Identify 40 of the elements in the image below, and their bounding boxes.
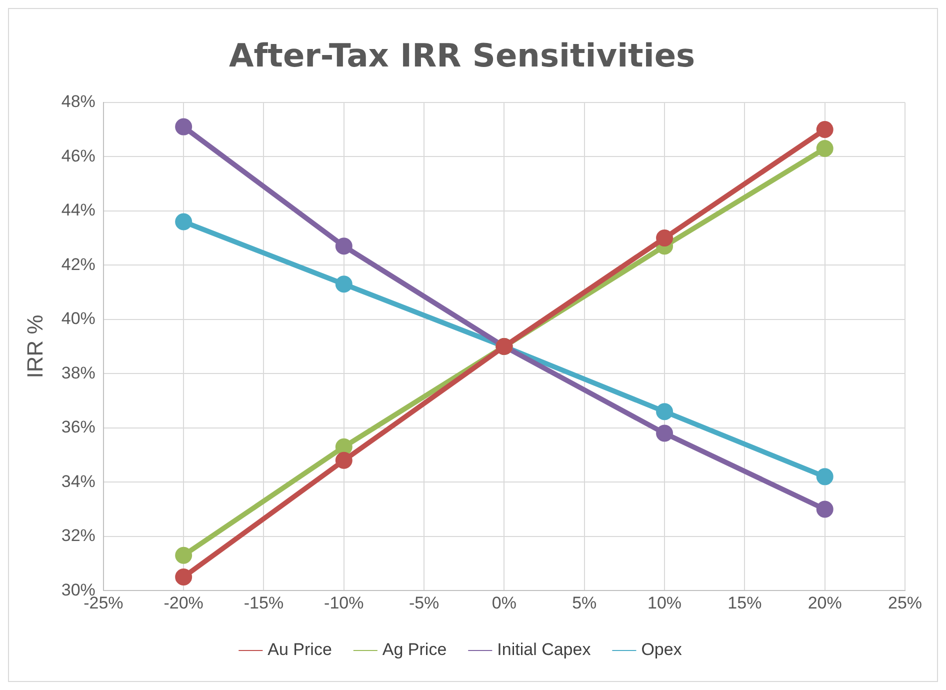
point	[335, 438, 352, 456]
x-tick-label: 15%	[728, 593, 762, 612]
y-tick-label: 46%	[61, 146, 96, 166]
point	[816, 468, 834, 486]
point	[656, 230, 674, 247]
y-tick-label: 40%	[61, 309, 96, 328]
x-tick-label: 25%	[888, 593, 922, 612]
x-tick-label: -5%	[408, 593, 440, 612]
point	[656, 403, 674, 420]
legend-label: Ag Price	[382, 640, 447, 660]
x-tick-label: 0%	[492, 593, 516, 612]
point	[335, 238, 352, 255]
y-tick-label: 36%	[61, 418, 96, 437]
legend-label: Au Price	[268, 640, 332, 660]
legend-label: Initial Capex	[497, 640, 592, 660]
legend-label: Opex	[641, 640, 682, 660]
point	[816, 140, 834, 158]
point	[175, 546, 192, 564]
x-tick-label: -15%	[244, 593, 284, 612]
y-axis-title: IRR %	[22, 314, 48, 378]
point	[335, 276, 352, 293]
x-tick-label: -20%	[164, 593, 204, 612]
point	[335, 452, 352, 469]
y-tick-label: 38%	[61, 363, 96, 382]
x-tick-label: 10%	[648, 593, 682, 612]
x-tick-label: 20%	[808, 593, 842, 612]
y-tick-label: 34%	[61, 472, 96, 491]
point	[175, 213, 192, 230]
point	[656, 424, 674, 442]
y-tick-label: 42%	[61, 254, 96, 274]
chart-title: After-Tax IRR Sensitivities	[228, 36, 696, 75]
y-tick-label: 48%	[61, 92, 96, 112]
point	[816, 121, 834, 138]
y-tick-label: 44%	[61, 200, 96, 220]
point	[816, 500, 834, 518]
x-tick-label: -10%	[324, 593, 364, 612]
x-tick-label: 5%	[572, 593, 597, 612]
point	[175, 118, 192, 136]
y-tick-label: 32%	[61, 526, 96, 546]
point	[175, 568, 192, 586]
